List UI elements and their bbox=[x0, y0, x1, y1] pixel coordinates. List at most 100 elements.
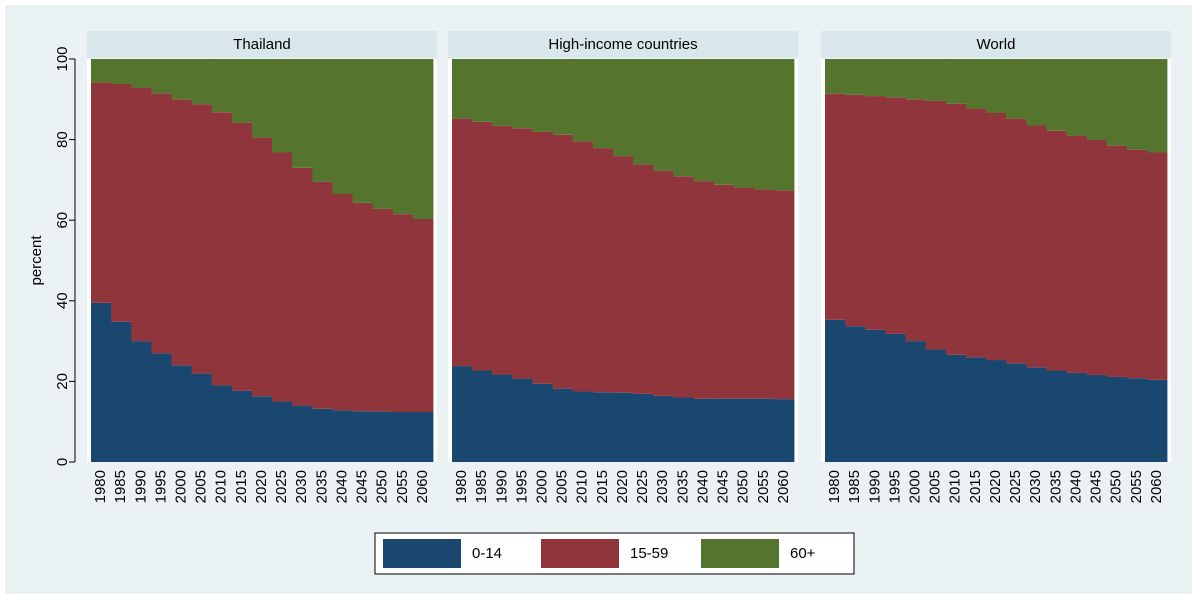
bar-segment bbox=[825, 319, 846, 462]
x-tick-label: 2005 bbox=[554, 470, 571, 503]
bar-segment bbox=[965, 357, 987, 462]
bar-segment bbox=[1046, 59, 1067, 131]
bar-segment bbox=[1126, 378, 1148, 462]
bar-segment bbox=[1026, 367, 1047, 462]
bar-segment bbox=[272, 59, 293, 153]
x-tick-label: 2040 bbox=[333, 470, 350, 503]
x-tick-label: 2035 bbox=[313, 470, 330, 503]
bar-segment bbox=[332, 410, 353, 462]
bar-segment bbox=[191, 59, 213, 105]
bar-segment bbox=[825, 59, 846, 94]
bar-segment bbox=[372, 59, 394, 209]
bar-segment bbox=[352, 411, 374, 462]
x-tick-label: 2005 bbox=[927, 470, 944, 503]
bar-segment bbox=[231, 390, 253, 462]
bar-segment bbox=[312, 408, 333, 462]
bar-segment bbox=[111, 321, 132, 462]
bar-segment bbox=[412, 59, 434, 219]
bar-segment bbox=[452, 118, 473, 367]
bar-segment bbox=[753, 398, 775, 462]
bar-segment bbox=[825, 93, 846, 320]
bar-segment bbox=[272, 401, 293, 462]
bar-segment bbox=[352, 202, 374, 412]
bar-segment bbox=[1086, 374, 1108, 462]
bar-segment bbox=[612, 59, 634, 157]
legend-label: 60+ bbox=[790, 545, 816, 562]
bar-segment bbox=[612, 392, 634, 462]
bar-segment bbox=[372, 411, 394, 462]
x-tick-label: 2000 bbox=[172, 470, 189, 503]
bar-segment bbox=[1006, 59, 1027, 119]
bar-segment bbox=[1066, 135, 1087, 373]
x-tick-label: 2030 bbox=[293, 470, 310, 503]
bar-segment bbox=[452, 366, 473, 462]
y-tick-label: 100 bbox=[54, 46, 71, 71]
bar-segment bbox=[472, 121, 493, 371]
x-tick-label: 2015 bbox=[594, 470, 611, 503]
bar-segment bbox=[673, 59, 694, 177]
bar-segment bbox=[552, 388, 574, 462]
bar-segment bbox=[1146, 379, 1168, 462]
bar-segment bbox=[885, 97, 906, 334]
bar-segment bbox=[211, 112, 233, 386]
bar-segment bbox=[251, 137, 273, 397]
bar-segment bbox=[592, 148, 614, 393]
bar-segment bbox=[733, 59, 755, 188]
bar-segment bbox=[292, 405, 313, 462]
x-tick-label: 2000 bbox=[533, 470, 550, 503]
x-tick-label: 2050 bbox=[1108, 470, 1125, 503]
bar-segment bbox=[532, 383, 553, 462]
bar-segment bbox=[452, 59, 473, 119]
bar-segment bbox=[1046, 130, 1067, 371]
bar-segment bbox=[131, 59, 152, 89]
bar-segment bbox=[532, 131, 553, 384]
legend-label: 0-14 bbox=[472, 545, 502, 562]
bar-segment bbox=[985, 59, 1007, 114]
bar-segment bbox=[673, 397, 694, 462]
bar-segment bbox=[1146, 59, 1168, 153]
bar-segment bbox=[1126, 59, 1148, 150]
bar-segment bbox=[191, 104, 213, 374]
bar-segment bbox=[1006, 363, 1027, 462]
bar-segment bbox=[733, 187, 755, 399]
bar-segment bbox=[945, 354, 967, 462]
bar-segment bbox=[773, 399, 795, 462]
bar-segment bbox=[111, 59, 132, 84]
bar-segment bbox=[532, 59, 553, 132]
bar-segment bbox=[592, 59, 614, 149]
x-tick-label: 2025 bbox=[634, 470, 651, 503]
bar-segment bbox=[1126, 149, 1148, 379]
x-tick-label: 1980 bbox=[453, 470, 470, 503]
bar-segment bbox=[211, 59, 233, 113]
bar-segment bbox=[171, 365, 192, 462]
bar-segment bbox=[171, 99, 192, 366]
bar-segment bbox=[231, 59, 253, 123]
bar-segment bbox=[552, 134, 574, 389]
bar-segment bbox=[905, 59, 926, 100]
bar-segment bbox=[372, 208, 394, 412]
x-tick-label: 2060 bbox=[414, 470, 431, 503]
x-tick-label: 1990 bbox=[493, 470, 510, 503]
bar-segment bbox=[312, 181, 333, 409]
bar-segment bbox=[552, 59, 574, 135]
bar-segment bbox=[131, 341, 152, 462]
bar-segment bbox=[572, 59, 594, 142]
bar-segment bbox=[1086, 59, 1108, 141]
bar-segment bbox=[1046, 370, 1067, 462]
bar-segment bbox=[312, 59, 333, 182]
panel-header bbox=[448, 31, 798, 58]
bar-segment bbox=[633, 59, 654, 165]
x-tick-label: 2045 bbox=[354, 470, 371, 503]
bar-segment bbox=[572, 391, 594, 462]
bar-segment bbox=[492, 374, 513, 462]
bar-segment bbox=[925, 100, 947, 350]
y-tick-label: 20 bbox=[54, 373, 71, 390]
bar-segment bbox=[1066, 59, 1087, 136]
bar-segment bbox=[131, 88, 152, 342]
legend-swatch bbox=[383, 539, 461, 568]
bar-segment bbox=[512, 59, 533, 129]
x-tick-label: 2035 bbox=[674, 470, 691, 503]
bar-segment bbox=[91, 302, 112, 462]
